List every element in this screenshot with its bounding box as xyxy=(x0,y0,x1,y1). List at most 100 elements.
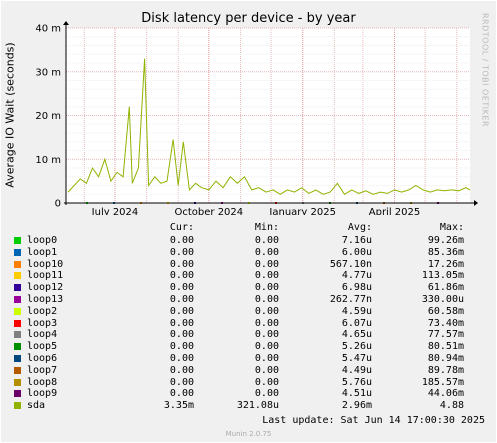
legend-min: 321.08u xyxy=(236,400,279,412)
legend-max: 113.05m xyxy=(421,270,464,282)
legend-cur: 0.00 xyxy=(169,353,194,364)
grid-lines xyxy=(66,27,470,203)
legend-row-loop5: loop5 0.00 0.00 5.26u 80.51m xyxy=(14,341,484,353)
series-line-sda xyxy=(67,58,471,195)
y-tick-label: 20 m xyxy=(35,111,61,122)
legend-min: 0.00 xyxy=(254,246,279,258)
legend-row-loop7: loop7 0.00 0.00 4.49u 89.78m xyxy=(14,365,484,377)
legend-avg: 7.16u xyxy=(341,235,372,246)
header-max: Max: xyxy=(439,222,464,233)
legend-cur: 0.00 xyxy=(169,294,194,305)
legend-row-loop9: loop9 0.00 0.00 4.51u 44.06m xyxy=(14,388,484,400)
legend-name: sda xyxy=(27,400,46,412)
legend-name: loop7 xyxy=(27,364,58,376)
x-axis-arrow xyxy=(474,200,478,206)
header-min: Min: xyxy=(254,222,279,233)
legend-max: 89.78m xyxy=(427,364,464,376)
legend-avg: 6.07u xyxy=(341,317,372,329)
legend-swatch xyxy=(14,237,21,244)
legend-row-loop13: loop13 0.00 0.00 262.77n 330.00u xyxy=(14,294,484,306)
legend-avg: 567.10n xyxy=(329,258,372,270)
y-tick-label: 30 m xyxy=(35,67,61,78)
legend-cur: 0.00 xyxy=(169,364,194,376)
legend-row-loop3: loop3 0.00 0.00 6.07u 73.40m xyxy=(14,318,484,330)
legend-row-sda: sda 3.35m 321.08u 2.96m 4.88 xyxy=(14,400,484,412)
legend-name: loop1 xyxy=(27,246,58,258)
munin-version: Munin 2.0.75 xyxy=(225,430,272,438)
legend-min: 0.00 xyxy=(254,305,279,317)
legend-min: 0.00 xyxy=(254,258,279,270)
legend-header: Cur: Min: Avg: Max: xyxy=(14,222,484,234)
legend-max: 80.94m xyxy=(427,353,464,364)
legend-cur: 0.00 xyxy=(169,305,194,317)
legend-cur: 0.00 xyxy=(169,388,194,400)
legend-name: loop6 xyxy=(27,353,58,364)
legend-name: loop9 xyxy=(27,388,58,400)
legend-cur: 0.00 xyxy=(169,376,194,388)
legend-avg: 4.49u xyxy=(341,364,372,376)
legend-max: 17.26m xyxy=(427,258,464,270)
last-update: Last update: Sat Jun 14 17:00:30 2025 xyxy=(262,415,485,426)
legend-avg: 6.98u xyxy=(341,282,372,294)
legend-avg: 5.76u xyxy=(341,376,372,388)
legend-row-loop0: loop0 0.00 0.00 7.16u 99.26m xyxy=(14,235,484,247)
legend-min: 0.00 xyxy=(254,364,279,376)
y-axis-arrow xyxy=(63,21,69,25)
legend-row-loop10: loop10 0.00 0.00 567.10n 17.26m xyxy=(14,259,484,271)
chart-title: Disk latency per device - by year xyxy=(141,11,356,26)
x-tick-label: April 2025 xyxy=(369,207,420,215)
legend-cur: 0.00 xyxy=(169,329,194,341)
legend-min: 0.00 xyxy=(254,317,279,329)
legend-row-loop8: loop8 0.00 0.00 5.76u 185.57m xyxy=(14,377,484,389)
legend-name: loop5 xyxy=(27,341,58,353)
legend-max: 80.51m xyxy=(427,341,464,353)
legend-avg: 2.96m xyxy=(341,400,372,412)
legend-max: 60.58m xyxy=(427,305,464,317)
legend-swatch xyxy=(14,272,21,280)
y-tick-label: 40 m xyxy=(35,24,61,35)
legend-max: 330.00u xyxy=(421,294,464,305)
legend-max: 4.88 xyxy=(439,400,464,412)
legend-cur: 0.00 xyxy=(169,341,194,353)
legend-swatch xyxy=(14,378,21,386)
legend-name: loop2 xyxy=(27,305,58,317)
legend-swatch xyxy=(14,284,21,292)
legend-avg: 4.59u xyxy=(341,305,372,317)
legend-swatch xyxy=(14,319,21,327)
legend-cur: 0.00 xyxy=(169,282,194,294)
legend-cur: 0.00 xyxy=(169,270,194,282)
legend-avg: 4.65u xyxy=(341,329,372,341)
x-tick-label: January 2025 xyxy=(268,207,336,215)
legend-avg: 5.47u xyxy=(341,353,372,364)
legend-min: 0.00 xyxy=(254,270,279,282)
legend-swatch xyxy=(14,248,21,256)
legend-min: 0.00 xyxy=(254,376,279,388)
legend-avg: 262.77n xyxy=(329,294,372,305)
legend-swatch xyxy=(14,307,21,315)
legend-name: loop3 xyxy=(27,317,58,329)
legend-row-loop4: loop4 0.00 0.00 4.65u 77.57m xyxy=(14,329,484,341)
legend-swatch xyxy=(14,296,21,303)
legend-max: 99.26m xyxy=(427,235,464,246)
legend-avg: 4.51u xyxy=(341,388,372,400)
legend-swatch xyxy=(14,343,21,351)
legend-name: loop11 xyxy=(27,270,64,282)
legend-cur: 0.00 xyxy=(169,258,194,270)
legend-max: 61.86m xyxy=(427,282,464,294)
y-tick-labels: 0 10 m 20 m 30 m 40 m xyxy=(35,24,61,210)
legend-min: 0.00 xyxy=(254,282,279,294)
legend-min: 0.00 xyxy=(254,294,279,305)
header-cur: Cur: xyxy=(169,222,194,233)
legend-max: 44.06m xyxy=(427,388,464,400)
legend-max: 185.57m xyxy=(421,376,464,388)
legend-min: 0.00 xyxy=(254,235,279,246)
x-tick-labels: July 2024 October 2024 January 2025 April 2… xyxy=(91,207,421,215)
legend-name: loop10 xyxy=(27,258,64,270)
legend-avg: 6.00u xyxy=(341,246,372,258)
chart-plot: 010 m20 m30 m40 m July 2024 October 2024 J… xyxy=(35,21,478,215)
x-tick-label: July 2024 xyxy=(91,207,139,215)
legend-row-loop12: loop12 0.00 0.00 6.98u 61.86m xyxy=(14,282,484,294)
legend-swatch xyxy=(14,366,21,374)
legend-name: loop4 xyxy=(27,329,58,341)
y-tick-label: 10 m xyxy=(35,155,61,166)
